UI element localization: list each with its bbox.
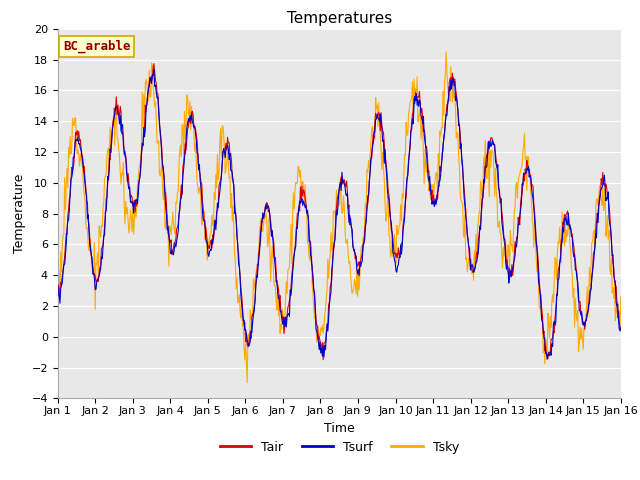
X-axis label: Time: Time — [324, 421, 355, 434]
Title: Temperatures: Temperatures — [287, 11, 392, 26]
Y-axis label: Temperature: Temperature — [13, 174, 26, 253]
Legend: Tair, Tsurf, Tsky: Tair, Tsurf, Tsky — [214, 436, 464, 459]
Text: BC_arable: BC_arable — [63, 40, 131, 53]
